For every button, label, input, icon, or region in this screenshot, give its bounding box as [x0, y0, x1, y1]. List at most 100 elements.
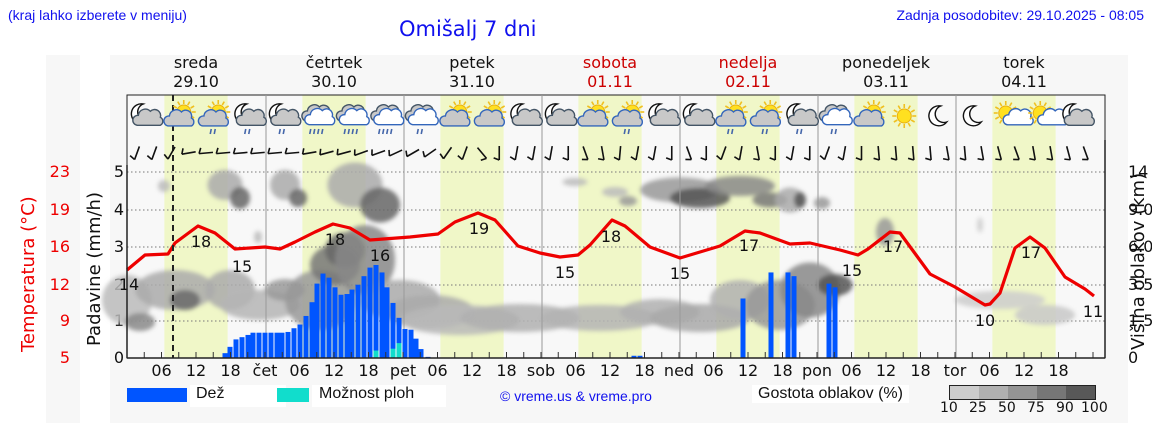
cloud-density-ticks: 10 25 50 75 90 100 [940, 400, 1110, 420]
day-date: 01.11 [587, 72, 633, 91]
day-header: četrtek 30.10 [274, 53, 394, 91]
axis-tick: 23 [49, 162, 70, 181]
wind-barb-icon [476, 147, 488, 162]
wind-barb-icon [284, 147, 300, 155]
wind-barb-icon [301, 148, 317, 156]
wind-barb-icon [959, 145, 967, 161]
precipitation-bars [222, 265, 838, 358]
shower-legend-label: Možnost ploh [312, 385, 446, 407]
cloud-density-tick: 10 [940, 400, 958, 416]
svg-text:pet: pet [390, 361, 416, 380]
moon-cloud-rain-icon [234, 103, 267, 135]
wind-barb-icon [353, 149, 369, 157]
day-header: torek 04.11 [964, 53, 1084, 91]
wind-barb-icon [855, 146, 863, 161]
last-update: Zadnja posodobitev: 29.10.2025 - 08:05 [896, 7, 1144, 23]
cloud-rain-icon [404, 104, 439, 135]
svg-text:18: 18 [910, 361, 930, 380]
shower-legend-swatch [277, 388, 309, 402]
cloud-density-scale [949, 385, 1096, 400]
sun-cloud-rain-icon [611, 100, 645, 135]
temperature-line [125, 211, 1095, 307]
cloud-density-layer [102, 162, 1075, 335]
copyright-link[interactable]: © vreme.us & vreme.pro [500, 388, 652, 404]
weather-icons [130, 100, 1095, 135]
svg-text:14: 14 [119, 275, 139, 294]
wind-barb-icon [785, 145, 795, 161]
svg-text:tor: tor [944, 361, 967, 380]
cloud-density-swatch [1008, 386, 1037, 399]
wind-barb-icon [700, 146, 708, 161]
svg-text:17: 17 [1021, 243, 1041, 262]
wind-barb-icon [215, 147, 231, 155]
wind-barb-icon [1029, 145, 1037, 161]
svg-text:17: 17 [883, 237, 903, 256]
axis-tick: 16 [49, 237, 70, 256]
wind-barb-icon [371, 149, 386, 157]
svg-text:18: 18 [191, 232, 211, 251]
wind-barb-icon [493, 146, 501, 161]
svg-text:18: 18 [496, 361, 516, 380]
wind-barb-icon [422, 148, 437, 158]
sun-icon [892, 104, 917, 128]
svg-text:15: 15 [232, 257, 252, 276]
axis-tick: 3.5 [1128, 275, 1152, 294]
cloud-density-tick: 25 [969, 400, 987, 416]
day-date: 04.11 [1001, 72, 1047, 91]
wind-barb-icon [198, 147, 214, 155]
svg-text:18: 18 [358, 361, 378, 380]
wind-barb-icon [769, 146, 777, 161]
svg-text:18: 18 [634, 361, 654, 380]
cloud-density-tick: 90 [1056, 400, 1074, 416]
wind-barb-icon [685, 146, 693, 161]
moon-icon [928, 105, 949, 127]
wind-barb-icon [544, 145, 554, 161]
day-header: sobota 01.11 [550, 53, 670, 91]
moon-cloud-rain-icon [268, 103, 302, 135]
wind-barb-icon [665, 146, 673, 161]
svg-text:pon: pon [802, 361, 832, 380]
wind-barb-icon [890, 145, 898, 161]
svg-text:17: 17 [739, 236, 759, 255]
axis-tick: 14 [1128, 162, 1149, 181]
sun-cloud-icon [439, 100, 472, 127]
sun-cloud-rain-icon [749, 100, 783, 135]
wind-barb-icon [457, 146, 468, 161]
day-name: torek [1003, 53, 1045, 72]
wind-barb-icon [733, 145, 743, 161]
svg-text:15: 15 [555, 263, 575, 282]
svg-text:sob: sob [527, 361, 555, 380]
location-menu-hint[interactable]: (kraj lahko izberete v meniju) [8, 7, 187, 23]
moon-cloud-icon [510, 103, 543, 126]
axis-tick: 3 [113, 237, 124, 256]
svg-text:19: 19 [469, 219, 489, 238]
svg-text:06: 06 [151, 361, 171, 380]
day-name: sreda [173, 53, 219, 72]
wind-barb-icon [647, 145, 657, 161]
axis-tick: 4 [113, 200, 124, 219]
axis-tick: 0 [113, 348, 124, 367]
wind-barb-icon [753, 145, 761, 161]
cloud-heavy-rain-icon [370, 104, 405, 135]
sun-cloud-rain-icon [197, 100, 231, 135]
wind-barb-icon [319, 148, 334, 156]
svg-text:12: 12 [876, 361, 896, 380]
svg-text:18: 18 [325, 230, 345, 249]
axis-tick: 12 [49, 275, 70, 294]
svg-text:18: 18 [601, 227, 621, 246]
cloud-heavy-rain-icon [335, 104, 370, 135]
day-date: 02.11 [725, 72, 771, 91]
wind-barb-icon [509, 145, 519, 161]
svg-text:06: 06 [565, 361, 585, 380]
wind-barbs [129, 145, 1089, 162]
svg-text:06: 06 [979, 361, 999, 380]
cloud-rain-icon [818, 104, 853, 135]
wind-barb-icon [803, 146, 811, 161]
moon-icon [962, 105, 984, 127]
wind-barb-icon [181, 148, 196, 156]
moon-cloud-icon [682, 103, 716, 126]
day-header: petek 31.10 [412, 53, 532, 91]
temperature-extreme-labels: 14 18 15 18 16 19 15 18 15 17 15 17 10 17 11 [119, 219, 1103, 330]
sun-cloud-icon [577, 100, 610, 127]
axis-tick: 5 [59, 348, 70, 367]
